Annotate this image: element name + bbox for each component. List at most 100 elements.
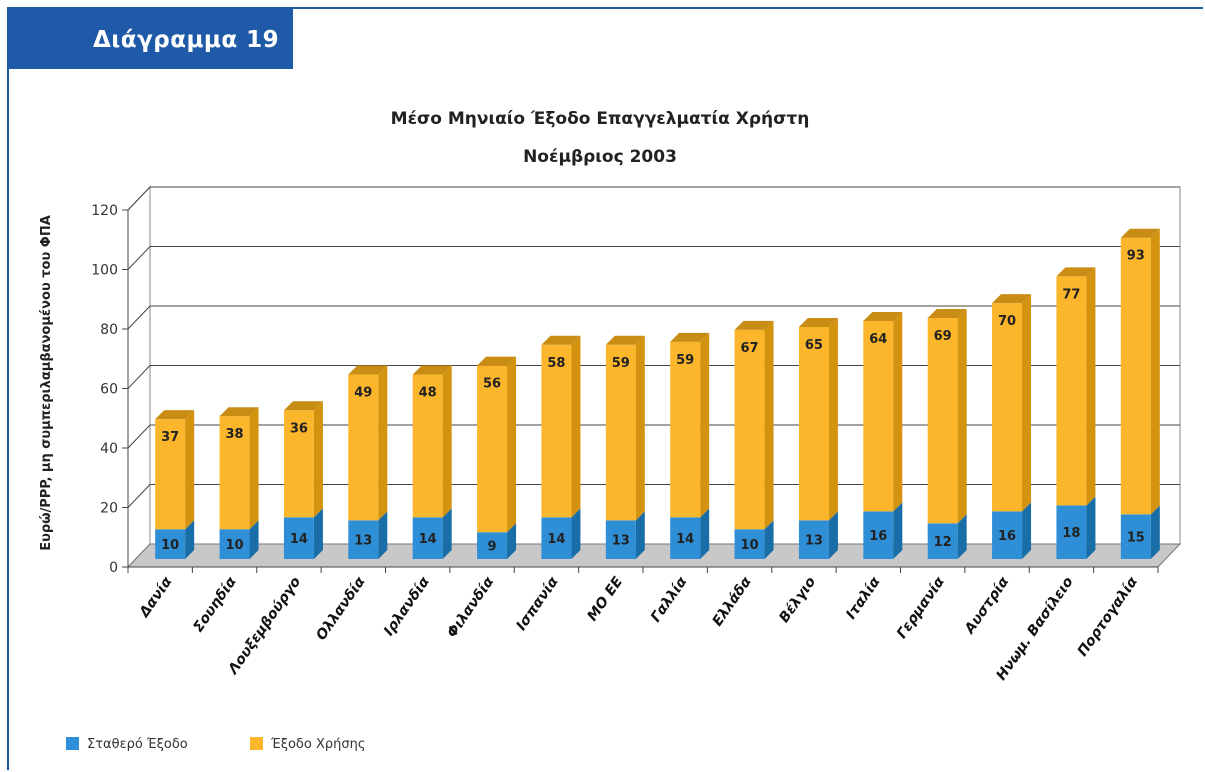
y-tick-label: 80 — [100, 322, 118, 338]
y-tick-label: 20 — [100, 501, 118, 517]
bar-fixed-front — [155, 529, 186, 559]
bar-usage-front — [605, 344, 636, 521]
bar-usage-side — [1022, 294, 1032, 512]
bar-fixed-side — [828, 511, 838, 559]
y-tick-label: 0 — [109, 560, 118, 576]
data-label-fixed: 9 — [488, 540, 497, 555]
bar-usage-front — [477, 365, 508, 533]
category-label: Γαλλία — [648, 574, 691, 626]
data-label-fixed: 14 — [419, 532, 437, 547]
data-label-usage: 36 — [290, 421, 308, 436]
bar-fixed-front — [477, 532, 508, 559]
bar-fixed-front — [927, 523, 958, 559]
chart-subtitle: Νοέμβριος 2003 — [523, 147, 677, 167]
bar-fixed-front — [1120, 514, 1151, 559]
bar-top — [670, 332, 710, 342]
bar-top — [348, 365, 388, 375]
bar-usage-side — [507, 356, 517, 533]
data-label-usage: 70 — [998, 314, 1016, 329]
data-label-usage: 59 — [612, 356, 630, 371]
bar-usage-side — [764, 320, 774, 530]
bar-fixed-front — [605, 520, 636, 559]
bar-usage-front — [348, 374, 379, 521]
bar-usage-front — [412, 374, 443, 518]
bar-usage-front — [992, 303, 1023, 512]
category-label: Πορτογαλία — [1075, 574, 1142, 660]
bar-fixed-side — [571, 508, 581, 559]
y-tick-label: 40 — [100, 441, 118, 457]
bar-fixed-side — [1086, 496, 1096, 559]
bar-top — [863, 312, 903, 321]
data-label-usage: 69 — [934, 329, 952, 344]
bar-top — [541, 335, 581, 345]
gridline-side — [127, 186, 151, 211]
data-label-fixed: 10 — [741, 538, 759, 553]
bar-usage-side — [442, 365, 452, 518]
gridline-side — [127, 246, 151, 270]
bar-fixed-side — [313, 508, 323, 559]
bar-usage-side — [378, 365, 388, 521]
bar-fixed-front — [348, 520, 379, 559]
category-label: Ιρλανδία — [381, 574, 433, 639]
legend-label-usage: Έξοδο Χρήσης — [271, 737, 366, 752]
bar-usage-front — [734, 329, 765, 530]
bar-fixed-side — [249, 520, 259, 559]
data-label-usage: 93 — [1127, 249, 1145, 264]
category-label: Ισπανία — [513, 574, 562, 634]
category-label: Σουηδία — [190, 574, 240, 635]
data-label-usage: 49 — [354, 386, 372, 401]
bar-fixed-front — [670, 517, 701, 559]
gridline-side — [127, 484, 151, 508]
bar-top — [927, 309, 967, 319]
y-tick-label: 120 — [91, 203, 118, 219]
data-label-usage: 58 — [547, 356, 565, 371]
bar-fixed-side — [378, 511, 388, 559]
bar-fixed-side — [700, 508, 710, 559]
legend-item-fixed: Σταθερό Έξοδο — [66, 737, 188, 752]
bar-fixed-front — [863, 511, 894, 559]
bar-fixed-side — [1150, 505, 1160, 559]
bar-usage-side — [1086, 267, 1096, 506]
y-tick-label: 100 — [91, 263, 118, 279]
category-label: Ιταλία — [843, 574, 884, 623]
bar-fixed-side — [635, 511, 645, 559]
gridline-side — [127, 305, 151, 330]
category-label: Λουξεμβούργο — [225, 574, 305, 678]
legend-swatch-usage — [250, 737, 263, 750]
bar-fixed-front — [734, 529, 765, 559]
data-label-usage: 56 — [483, 377, 501, 392]
bar-fixed-side — [507, 523, 517, 559]
bar-top — [798, 317, 838, 327]
category-label: Φιλανδία — [444, 574, 498, 641]
bar-top — [605, 335, 645, 345]
bar-top — [992, 294, 1032, 304]
category-label: Αυστρία — [961, 574, 1012, 638]
chart-badge: Διάγραμμα 19 — [7, 7, 293, 69]
data-label-fixed: 15 — [1127, 531, 1145, 546]
bar-fixed-front — [219, 529, 250, 559]
bar-usage-front — [798, 326, 829, 521]
bar-top — [283, 401, 323, 411]
bar-fixed-side — [957, 514, 967, 559]
y-tick-label: 60 — [100, 382, 118, 398]
bar-fixed-side — [185, 520, 195, 559]
bar-usage-side — [571, 335, 581, 518]
gridline-side — [127, 365, 151, 389]
data-label-fixed: 18 — [1062, 526, 1080, 541]
data-label-usage: 38 — [226, 427, 244, 442]
bar-fixed-front — [541, 517, 572, 559]
data-label-fixed: 10 — [161, 538, 179, 553]
bar-usage-side — [249, 407, 259, 530]
bar-fixed-front — [1056, 505, 1087, 559]
chart-frame — [7, 7, 1203, 770]
bar-usage-front — [927, 318, 958, 524]
bar-usage-front — [155, 419, 186, 530]
y-axis-label: Ευρώ/PPP, μη συμπεριλαμβανομένου του ΦΠΑ — [39, 215, 54, 551]
bar-usage-side — [700, 332, 710, 518]
bar-fixed-side — [442, 508, 452, 559]
gridline-side — [127, 424, 151, 449]
bar-usage-front — [219, 416, 250, 530]
bar-fixed-side — [1022, 502, 1032, 559]
bar-top — [155, 410, 195, 420]
bar-fixed-side — [764, 520, 774, 559]
